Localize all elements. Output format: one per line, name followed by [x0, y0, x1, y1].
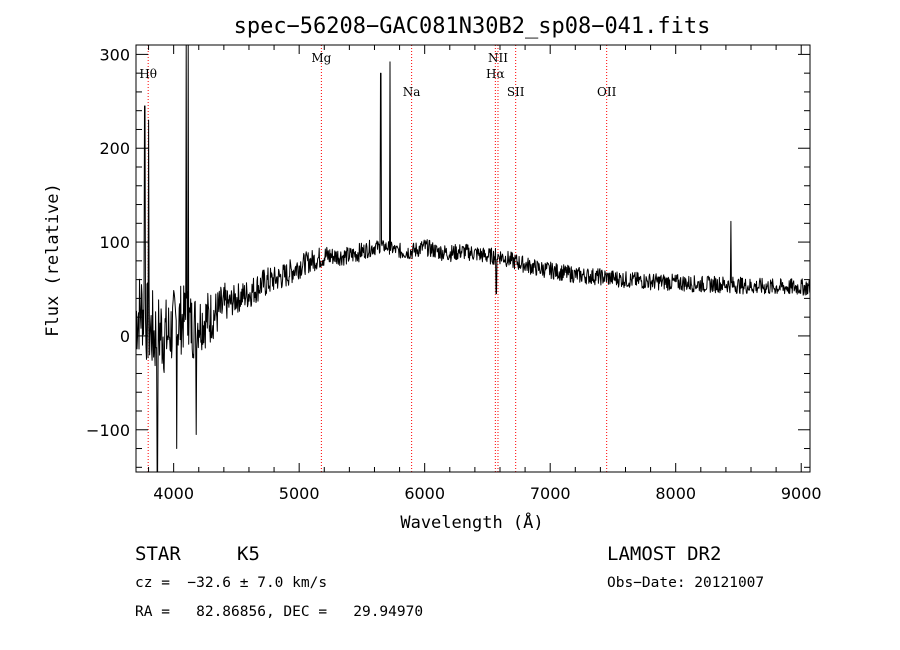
spectral-line-label: Hθ [139, 67, 157, 81]
coordinates-text: RA = 82.86856, DEC = 29.94970 [135, 604, 424, 620]
y-axis-label: Flux (relative) [43, 183, 63, 337]
x-tick-label: 5000 [279, 484, 320, 503]
survey-label: LAMOST DR2 [607, 543, 722, 565]
spectral-line-label: Mg [311, 51, 331, 65]
spectral-line-label: Na [403, 85, 421, 99]
spectral-line-label: OII [597, 85, 617, 99]
y-tick-label: 200 [99, 139, 130, 158]
spectral-line-label: SII [507, 85, 525, 99]
y-tick-label: 0 [120, 327, 130, 346]
y-tick-label: −100 [86, 421, 130, 440]
object-subclass: K5 [237, 543, 260, 565]
spectral-line-label: NII [488, 51, 508, 65]
x-tick-label: 6000 [404, 484, 445, 503]
y-tick-label: 300 [99, 45, 130, 64]
x-tick-label: 7000 [530, 484, 571, 503]
x-tick-label: 9000 [781, 484, 822, 503]
plot-frame [135, 44, 811, 473]
obs-date-text: Obs−Date: 20121007 [607, 575, 765, 591]
chart-title: spec−56208−GAC081N30B2_sp08−041.fits [234, 14, 711, 39]
spectral-line-label: Hα [486, 67, 505, 81]
x-tick-label: 8000 [655, 484, 696, 503]
redshift-text: cz = −32.6 ± 7.0 km/s [135, 575, 328, 591]
x-axis-label: Wavelength (Å) [400, 511, 543, 533]
y-tick-label: 100 [99, 233, 130, 252]
x-tick-label: 4000 [153, 484, 194, 503]
spectrum-line [135, 44, 811, 473]
object-class: STAR [135, 543, 181, 565]
plot-area: Hθ Mg Na Hα NII SII OII 4000 5000 6000 7000 8000 900… [86, 44, 822, 503]
